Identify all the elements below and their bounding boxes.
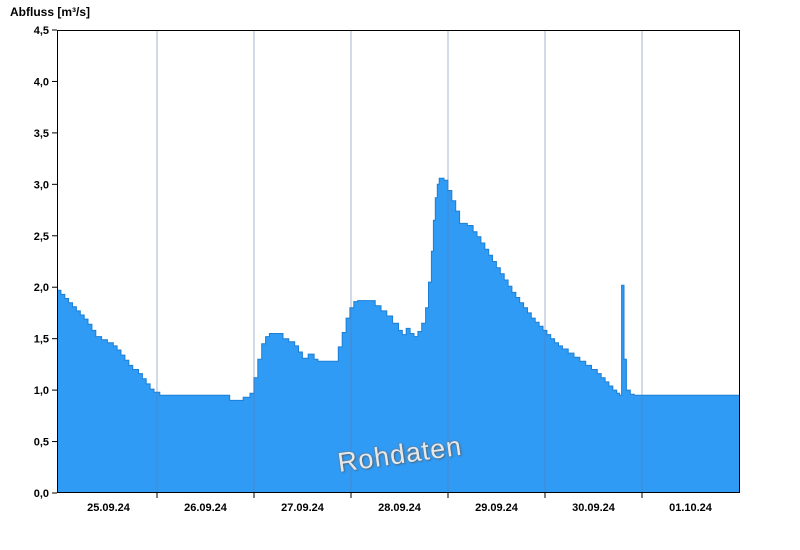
y-tick-label-0: 0,0 [34,488,49,500]
y-tick-label-9: 4,5 [34,25,49,37]
y-tick-label-6: 3,0 [34,179,49,191]
y-tick-label-8: 4,0 [34,76,49,88]
x-date-label-3: 28.09.24 [378,502,422,514]
y-tick-label-7: 3,5 [34,128,49,140]
x-date-label-0: 25.09.24 [87,502,131,514]
x-date-label-2: 27.09.24 [281,502,325,514]
discharge-step-line [57,177,740,401]
y-tick-label-4: 2,0 [34,282,49,294]
x-date-label-6: 01.10.24 [669,502,713,514]
x-date-label-5: 30.09.24 [572,502,616,514]
y-tick-label-5: 2,5 [34,231,49,243]
discharge-area [57,178,740,493]
y-tick-label-1: 0,5 [34,437,49,449]
y-tick-label-2: 1,0 [34,385,49,397]
plot-border [57,30,740,493]
y-tick-label-3: 1,5 [34,334,49,346]
y-axis-title: Abfluss [m³/s] [10,5,91,19]
x-date-label-1: 26.09.24 [184,502,228,514]
x-date-label-4: 29.09.24 [475,502,519,514]
